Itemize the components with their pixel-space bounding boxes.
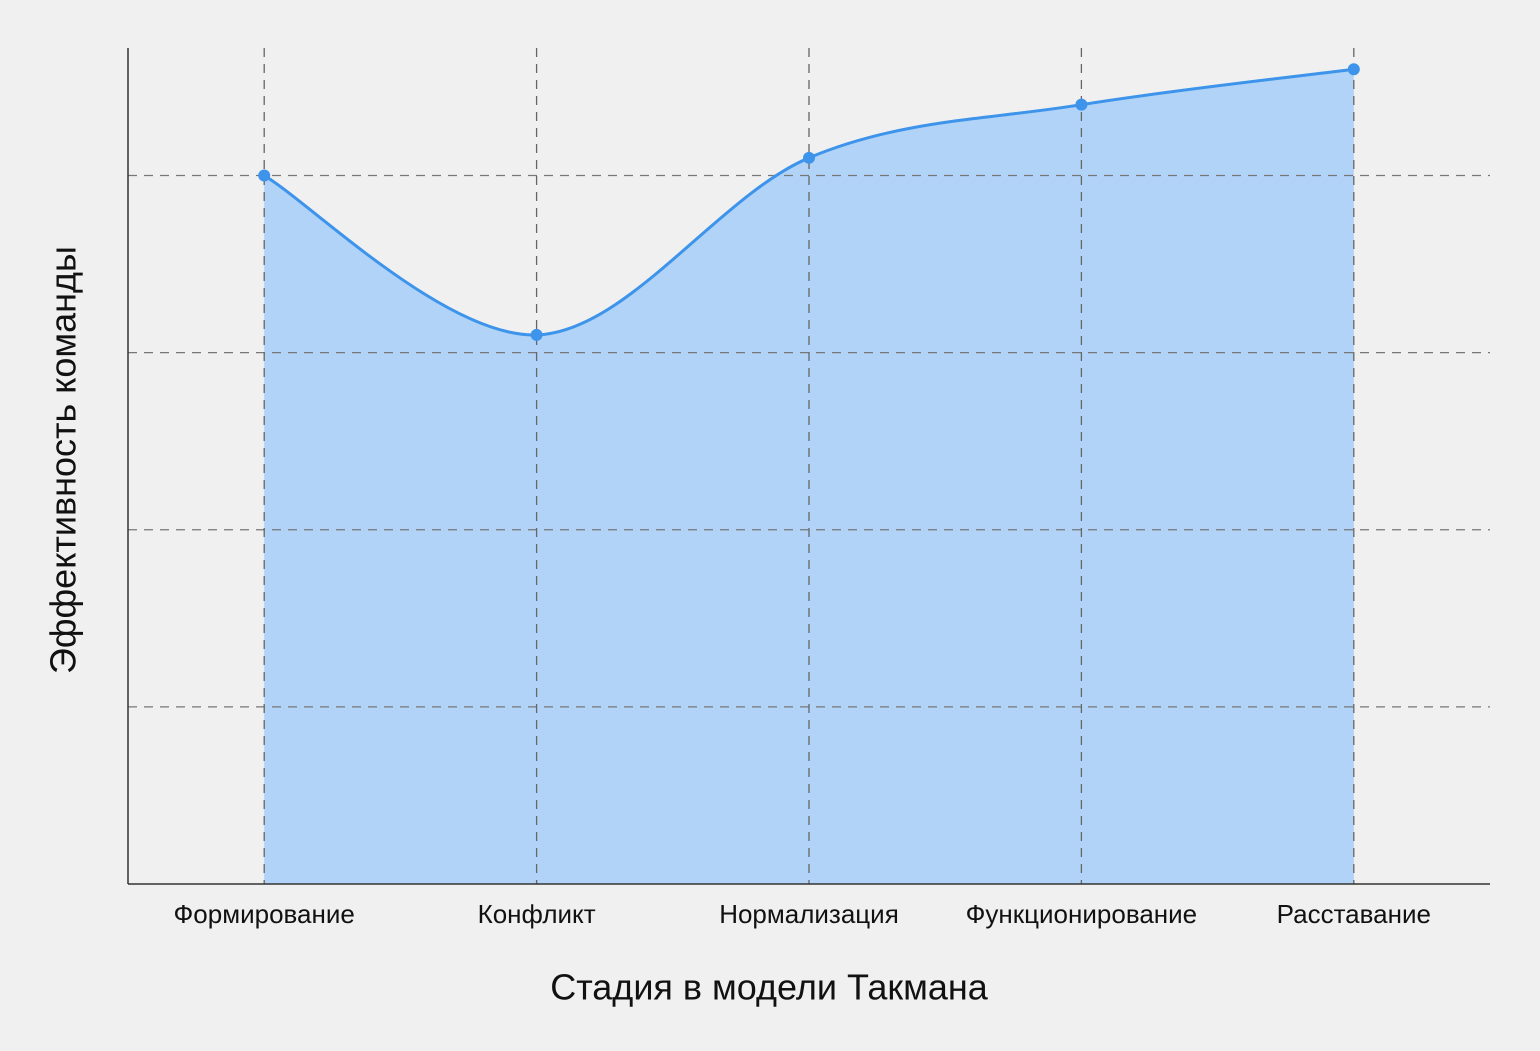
- point: [258, 169, 271, 182]
- y-axis-title: Эффективность команды: [43, 246, 84, 674]
- area-fill: [264, 69, 1354, 885]
- point: [530, 328, 543, 341]
- line: [263, 67, 1354, 337]
- x-axis-title: Стадия в модели Такмана: [550, 967, 989, 1008]
- point: [1347, 63, 1360, 76]
- x-tick-label: Функционирование: [966, 899, 1198, 929]
- point: [1075, 98, 1088, 111]
- x-tick-label: Конфликт: [478, 899, 596, 929]
- x-tick-label: Формирование: [174, 899, 355, 929]
- point: [803, 151, 815, 164]
- x-tick-label: Нормализация: [719, 899, 899, 929]
- x-tick-label: Расставание: [1277, 899, 1431, 929]
